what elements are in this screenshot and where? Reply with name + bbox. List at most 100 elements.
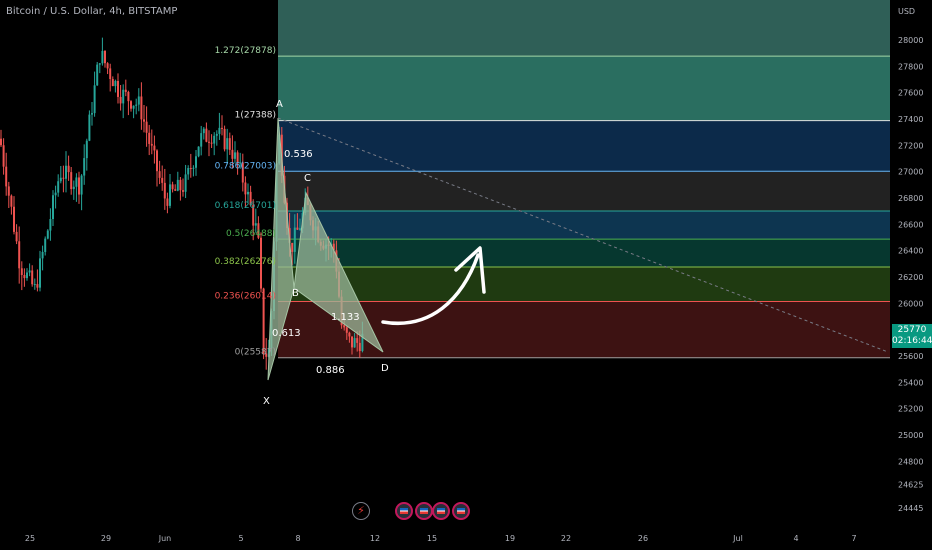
candle-body [343, 325, 346, 328]
fib-level-label: 0.786(27003) [215, 161, 276, 171]
candle-body [156, 150, 158, 172]
candle-body [124, 89, 127, 92]
fib-zone [278, 266, 890, 302]
candle-body [215, 133, 218, 136]
candle-body [210, 142, 213, 144]
us-flag-icon[interactable] [395, 502, 413, 520]
candle-body [169, 184, 171, 206]
point-c: C [304, 173, 311, 184]
lightning-icon[interactable]: ⚡ [352, 502, 370, 520]
candle-body [296, 227, 299, 230]
candle-body [78, 177, 80, 195]
candle-body [104, 50, 106, 64]
candle-body [252, 205, 255, 226]
price-tick: 25600 [898, 352, 923, 361]
price-tick: 24625 [898, 480, 923, 489]
candle-body [117, 80, 119, 97]
price-tick: 27600 [898, 89, 923, 98]
candle-body [166, 198, 169, 206]
time-tick: 19 [505, 534, 515, 543]
price-axis[interactable]: 28000 27800 27600 27400 27200 27000 26800 26600… [898, 36, 923, 513]
time-tick: Jun [158, 534, 172, 543]
candle-body [262, 288, 265, 354]
candle-body [96, 64, 99, 86]
us-flag-icon[interactable] [452, 502, 470, 520]
candle-body [70, 172, 73, 190]
price-tick: 25400 [898, 378, 923, 387]
point-d: D [381, 363, 389, 374]
candle-body [31, 270, 34, 285]
candle-body [358, 342, 361, 352]
price-tick: 27200 [898, 141, 923, 150]
projection-arrow-head [454, 246, 486, 294]
candle-body [5, 166, 8, 187]
candle-body [218, 127, 221, 134]
candle-body [62, 177, 65, 179]
us-flag-icon[interactable] [415, 502, 433, 520]
candle-body [85, 140, 88, 159]
candle-body [7, 186, 10, 196]
candle-body [241, 162, 244, 183]
candle-body [93, 85, 96, 114]
candle-body [23, 274, 26, 279]
price-tick: 26800 [898, 194, 923, 203]
candle-body [189, 168, 192, 170]
fib-level-label: 0.5(26488) [226, 229, 276, 239]
time-tick: 7 [851, 534, 856, 543]
fib-zone [278, 56, 890, 121]
candle-body [293, 227, 296, 252]
fib-level-label: 1(27388) [235, 111, 276, 121]
candle-body [75, 177, 78, 187]
price-tick: 28000 [898, 36, 923, 45]
fib-zones [278, 0, 890, 359]
candle-body [127, 91, 130, 102]
candle-body [288, 228, 291, 243]
candle-body [299, 228, 301, 230]
time-axis[interactable]: 25 29 Jun 5 8 12 15 19 22 26 Jul 4 7 [25, 534, 857, 543]
fib-level-label: 0(25587) [235, 348, 276, 358]
candle-body [192, 167, 195, 169]
candle-body [44, 238, 47, 252]
fib-level-label: 0.618(26701) [215, 201, 276, 211]
candle-body [143, 119, 145, 122]
candle-body [174, 189, 177, 191]
point-x: X [263, 396, 270, 407]
ratio-bcd: 1.133 [331, 312, 360, 323]
candle-body [332, 243, 335, 251]
candle-body [26, 272, 28, 279]
candle-body [351, 336, 353, 348]
time-tick: 12 [370, 534, 380, 543]
candle-body [187, 168, 190, 175]
candle-body [83, 158, 86, 176]
price-tick: 25000 [898, 431, 923, 440]
candle-body [213, 135, 216, 144]
price-tick: 27000 [898, 168, 923, 177]
candle-body [223, 128, 226, 150]
time-tick: Jul [732, 534, 743, 543]
price-tick: 27800 [898, 62, 923, 71]
candle-body [122, 89, 125, 104]
candle-body [244, 182, 247, 195]
symbol-title[interactable]: Bitcoin / U.S. Dollar, 4h, BITSTAMP [6, 6, 178, 17]
us-flag-icon[interactable] [432, 502, 450, 520]
candle-body [10, 195, 13, 207]
time-tick: 5 [238, 534, 243, 543]
projection-arrow [381, 253, 480, 325]
candle-body [80, 175, 83, 195]
time-tick: 8 [295, 534, 300, 543]
candle-body [20, 268, 23, 275]
candle-body [67, 165, 70, 173]
candle-body [91, 113, 93, 115]
time-tick: 15 [427, 534, 437, 543]
candle-body [257, 223, 260, 238]
candle-body [158, 171, 161, 178]
candle-body [247, 191, 249, 195]
ratio-xad: 0.886 [316, 365, 345, 376]
candle-body [132, 105, 135, 109]
candle-body [231, 149, 234, 159]
candle-body [130, 101, 132, 109]
candle-body [119, 96, 122, 104]
candle-body [197, 146, 200, 157]
candle-body [356, 338, 359, 343]
